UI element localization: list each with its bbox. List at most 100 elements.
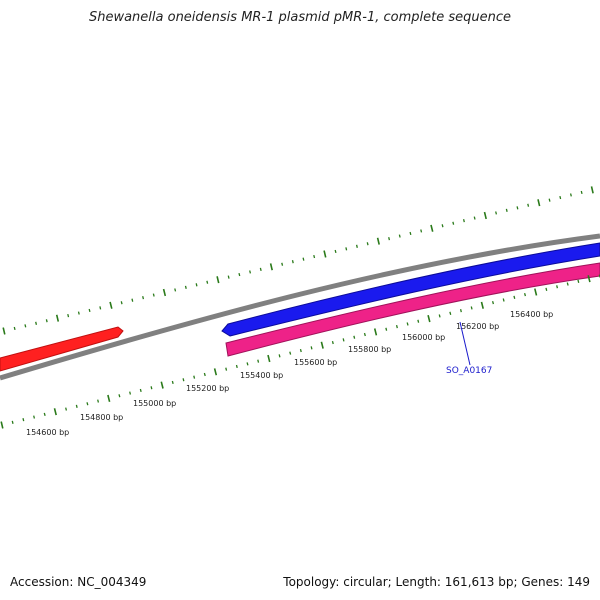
outer-ring-minor-tick bbox=[88, 308, 91, 313]
scale-label-156000: 156000 bp bbox=[402, 333, 445, 342]
inner-ring-minor-tick bbox=[449, 311, 452, 315]
outer-ring-minor-tick bbox=[462, 219, 465, 223]
outer-ring-minor-tick bbox=[355, 244, 358, 248]
red-feature-arrow[interactable] bbox=[0, 326, 124, 372]
outer-ring-minor-tick bbox=[345, 247, 348, 251]
inner-ring-minor-tick bbox=[97, 399, 100, 403]
inner-ring-major-tick bbox=[53, 408, 57, 416]
plasmid-backbone bbox=[0, 233, 600, 381]
inner-ring-minor-tick bbox=[470, 306, 473, 310]
inner-ring-major-tick bbox=[107, 394, 111, 402]
inner-ring-major-tick bbox=[587, 275, 591, 283]
inner-ring-minor-tick bbox=[118, 394, 121, 398]
inner-ring-minor-tick bbox=[566, 282, 569, 286]
outer-ring-minor-tick bbox=[505, 208, 508, 212]
inner-ring-minor-tick bbox=[459, 309, 462, 313]
outer-ring-minor-tick bbox=[441, 224, 444, 228]
inner-ring-minor-tick bbox=[86, 402, 89, 406]
inner-ring-minor-tick bbox=[417, 319, 420, 323]
outer-ring-minor-tick bbox=[99, 306, 102, 310]
inner-ring-minor-tick bbox=[75, 404, 78, 408]
outer-ring-minor-tick bbox=[35, 321, 38, 325]
forward-strand-feature[interactable] bbox=[221, 242, 600, 337]
outer-ring-minor-tick bbox=[142, 296, 145, 300]
outer-ring-minor-tick bbox=[249, 270, 252, 274]
outer-ring-major-tick bbox=[55, 314, 60, 322]
outer-ring-minor-tick bbox=[569, 193, 572, 197]
inner-ring-minor-tick bbox=[513, 295, 516, 299]
inner-ring-major-tick bbox=[480, 301, 484, 309]
inner-ring-major-tick bbox=[0, 421, 4, 429]
inner-ring-minor-tick bbox=[225, 367, 228, 371]
scale-label-155000: 155000 bp bbox=[133, 399, 176, 408]
outer-ring-major-tick bbox=[109, 301, 113, 309]
inner-ring-minor-tick bbox=[331, 340, 334, 345]
scale-label-154800: 154800 bp bbox=[80, 413, 123, 422]
inner-ring-minor-tick bbox=[203, 372, 206, 377]
inner-ring-minor-tick bbox=[353, 335, 356, 339]
inner-ring-minor-tick bbox=[278, 354, 281, 358]
outer-ring-major-tick bbox=[430, 224, 434, 232]
outer-ring-major-tick bbox=[162, 288, 167, 297]
inner-ring-minor-tick bbox=[545, 287, 548, 291]
outer-ring-minor-tick bbox=[516, 206, 519, 210]
outer-ring-minor-tick bbox=[291, 260, 294, 264]
outer-ring-major-tick bbox=[590, 186, 594, 194]
inner-ring-minor-tick bbox=[235, 364, 238, 369]
inner-ring-minor-tick bbox=[171, 380, 174, 385]
inner-ring-major-tick bbox=[213, 368, 218, 376]
outer-ring-minor-tick bbox=[174, 288, 177, 292]
inner-ring-minor-tick bbox=[310, 346, 313, 350]
outer-ring-minor-tick bbox=[45, 319, 48, 323]
scale-label-154600: 154600 bp bbox=[26, 428, 69, 437]
inner-ring-minor-tick bbox=[289, 351, 292, 355]
outer-ring-minor-tick bbox=[152, 293, 155, 297]
outer-ring-minor-tick bbox=[398, 234, 401, 238]
outer-ring-minor-tick bbox=[527, 203, 530, 207]
inner-ring-minor-tick bbox=[491, 301, 495, 305]
inner-ring-minor-tick bbox=[65, 407, 68, 411]
outer-ring-minor-tick bbox=[13, 326, 16, 331]
scale-label-156400: 156400 bp bbox=[510, 310, 553, 319]
inner-ring-minor-tick bbox=[438, 314, 441, 318]
inner-ring-minor-tick bbox=[43, 412, 46, 416]
gene-label-so-a0167[interactable]: SO_A0167 bbox=[446, 366, 492, 376]
inner-ring-minor-tick bbox=[523, 293, 527, 297]
outer-ring-minor-tick bbox=[420, 229, 423, 233]
inner-ring-minor-tick bbox=[22, 418, 25, 422]
outer-ring-minor-tick bbox=[206, 280, 209, 284]
outer-ring-major-tick bbox=[483, 211, 487, 220]
outer-ring-minor-tick bbox=[548, 198, 551, 202]
scale-label-155400: 155400 bp bbox=[240, 371, 283, 380]
outer-ring-minor-tick bbox=[495, 211, 498, 215]
outer-ring-minor-tick bbox=[195, 283, 198, 287]
scale-label-155600: 155600 bp bbox=[294, 358, 337, 367]
reverse-strand-feature[interactable] bbox=[225, 262, 600, 357]
outer-ring-major-tick bbox=[216, 276, 220, 284]
outer-ring-minor-tick bbox=[184, 285, 187, 289]
outer-ring-minor-tick bbox=[120, 301, 123, 305]
inner-ring-minor-tick bbox=[246, 362, 249, 366]
inner-ring-minor-tick bbox=[139, 388, 142, 393]
inner-ring-minor-tick bbox=[129, 391, 132, 395]
outer-ring-minor-tick bbox=[238, 272, 241, 277]
outer-ring-major-tick bbox=[2, 327, 6, 335]
outer-ring-minor-tick bbox=[452, 221, 455, 225]
inner-ring-minor-tick bbox=[11, 420, 14, 424]
outer-ring-major-tick bbox=[537, 199, 541, 207]
outer-ring-minor-tick bbox=[24, 324, 27, 328]
outer-ring-minor-tick bbox=[131, 298, 134, 302]
inner-ring-major-tick bbox=[320, 341, 324, 349]
outer-ring-minor-tick bbox=[580, 190, 583, 195]
inner-ring-minor-tick bbox=[257, 359, 260, 363]
inner-ring-minor-tick bbox=[342, 338, 345, 342]
outer-ring-major-tick bbox=[376, 237, 380, 245]
inner-tick-ring bbox=[0, 274, 600, 429]
inner-ring-major-tick bbox=[427, 315, 431, 323]
outer-ring-minor-tick bbox=[388, 237, 391, 241]
scale-label-155200: 155200 bp bbox=[186, 384, 229, 393]
outer-ring-major-tick bbox=[269, 263, 273, 271]
inner-ring-minor-tick bbox=[33, 415, 36, 419]
